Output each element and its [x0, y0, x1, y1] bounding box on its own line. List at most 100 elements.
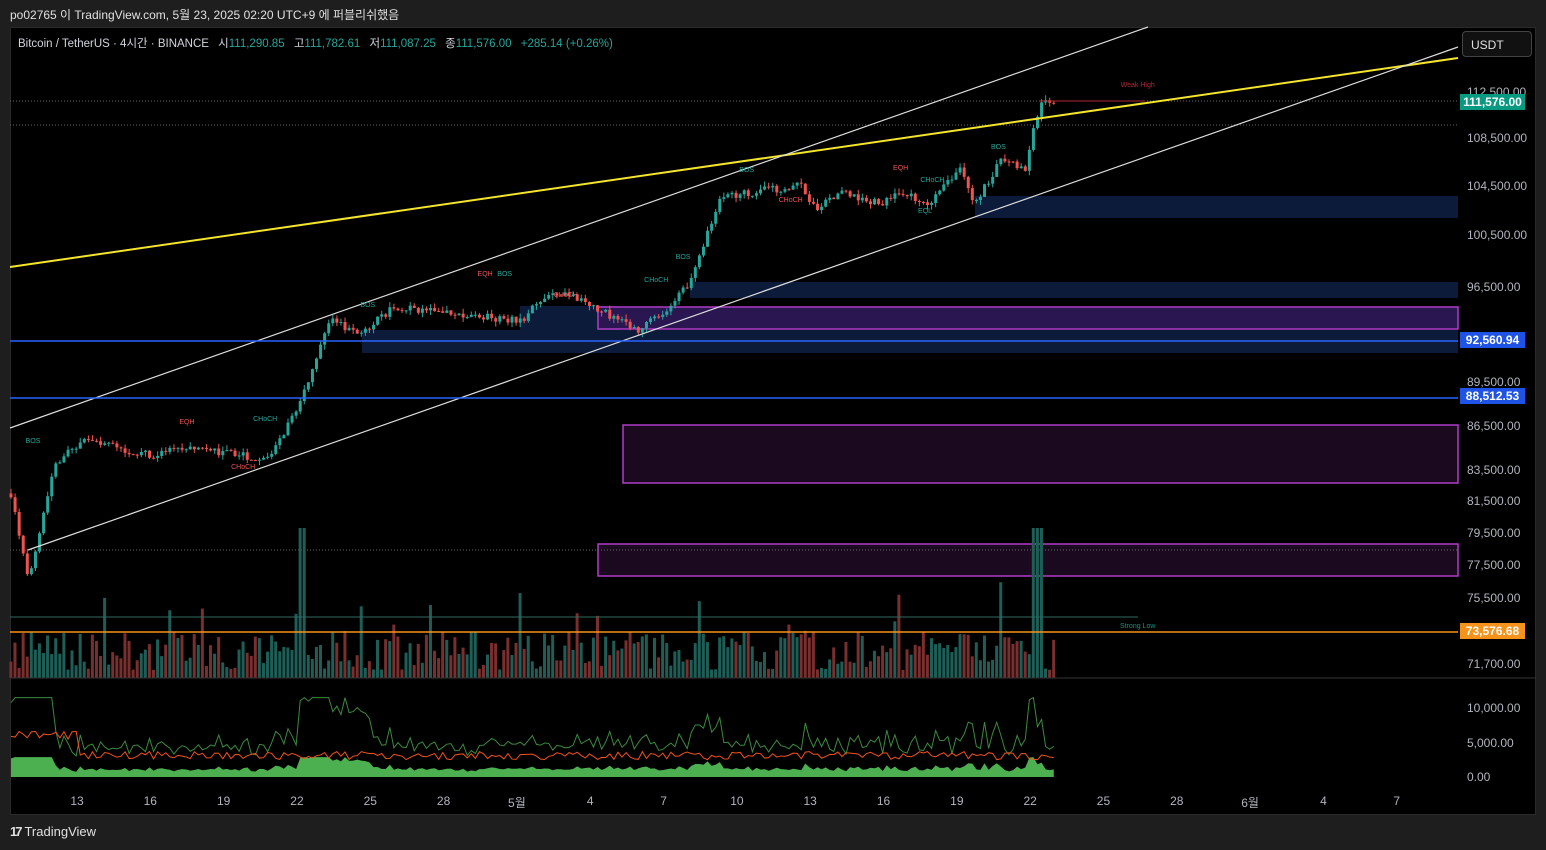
volume-bar — [669, 665, 673, 678]
channel-upper-line — [9, 26, 1149, 429]
volume-bar — [559, 660, 563, 678]
volume-bar — [168, 610, 172, 678]
currency-button[interactable]: USDT — [1462, 31, 1532, 57]
volume-bar — [1044, 668, 1048, 678]
candle-body — [249, 459, 253, 461]
candle-body — [734, 192, 738, 198]
volume-bar — [164, 644, 168, 678]
volume-bar — [388, 641, 392, 678]
candle-body — [722, 197, 726, 199]
volume-bar — [115, 655, 119, 678]
volume-bar — [74, 665, 78, 678]
indicator-line-orange — [10, 730, 1054, 761]
volume-bar — [987, 661, 991, 678]
candle-body — [253, 459, 257, 461]
candle-body — [1015, 161, 1019, 169]
time-axis-label: 4 — [586, 794, 594, 808]
candle-body — [95, 440, 99, 442]
price-tag: 111,576.00 — [1460, 94, 1525, 111]
chart-frame[interactable] — [10, 27, 1536, 815]
volume-bar — [775, 650, 779, 678]
volume-bar — [416, 643, 420, 678]
volume-bar — [469, 632, 473, 678]
candle-body — [779, 191, 783, 193]
candle-body — [836, 193, 840, 200]
volume-bar — [1003, 637, 1007, 678]
volume-bar — [620, 648, 624, 678]
candle-body — [897, 193, 901, 195]
volume-bar — [929, 638, 933, 678]
volume-bar — [958, 634, 962, 678]
candle-body — [119, 447, 123, 449]
volume-bar — [274, 641, 278, 678]
fair-value-gap-box — [597, 306, 1459, 330]
candle-body — [363, 328, 367, 333]
high-value: 111,782.61 — [304, 38, 361, 50]
volume-bar — [318, 645, 322, 678]
volume-bar — [86, 668, 90, 678]
volume-bar — [1039, 528, 1043, 678]
candle-body — [840, 190, 844, 194]
structure-annotation: CHoCH — [920, 177, 945, 184]
candle-body — [612, 315, 616, 319]
candle-body — [262, 457, 266, 460]
volume-bar — [730, 638, 734, 678]
candle-body — [302, 389, 306, 402]
candle-body — [310, 369, 314, 383]
candle-body — [400, 310, 404, 312]
candle-body — [62, 456, 66, 463]
price-axis-label: 81,500.00 — [1467, 494, 1521, 509]
volume-bar — [461, 647, 465, 678]
candle-body — [522, 318, 526, 321]
candle-body — [534, 304, 538, 306]
symbol-name[interactable]: Bitcoin / TetherUS · 4시간 · BINANCE — [18, 38, 209, 50]
volume-bar — [954, 647, 958, 678]
volume-bar — [844, 641, 848, 678]
volume-bar — [237, 649, 241, 678]
candle-body — [58, 462, 62, 464]
candle-body — [490, 313, 494, 319]
volume-bar — [526, 635, 530, 678]
candle-body — [103, 443, 107, 445]
tradingview-footer[interactable]: 17 TradingView — [10, 824, 96, 839]
structure-annotation: EQH — [477, 271, 493, 279]
volume-bar — [46, 635, 50, 678]
volume-bar — [229, 668, 233, 678]
candle-body — [746, 190, 750, 196]
candle-body — [783, 189, 787, 192]
candle-body — [274, 445, 278, 454]
structure-annotation: BOS — [739, 167, 755, 175]
candle-body — [653, 316, 657, 319]
volume-bar — [543, 633, 547, 678]
publish-info: po02765 이 TradingView.com, 5월 23, 2025 0… — [10, 8, 400, 22]
candle-body — [123, 448, 127, 453]
time-axis-label: 5월 — [508, 796, 526, 810]
tradingview-logo-icon: 17 — [10, 824, 23, 839]
candle-body — [767, 186, 771, 188]
volume-bar — [135, 660, 139, 678]
volume-bar — [245, 652, 249, 678]
volume-bar — [25, 656, 29, 678]
volume-bar — [184, 660, 188, 678]
volume-bar — [477, 668, 481, 678]
candle-body — [457, 313, 461, 316]
candle-body — [396, 308, 400, 311]
time-axis-label: 16 — [143, 794, 157, 808]
time-axis-label: 16 — [876, 794, 891, 808]
candle-body — [559, 295, 563, 297]
volume-bar — [213, 653, 217, 678]
volume-bar — [551, 634, 555, 678]
volume-bar — [233, 667, 237, 678]
volume-bar — [697, 601, 701, 678]
candle-body — [25, 553, 29, 575]
volume-bar — [534, 668, 538, 678]
volume-bar — [249, 655, 253, 678]
candle-body — [477, 314, 481, 318]
candle-body — [107, 442, 111, 444]
volume-bar — [661, 634, 665, 678]
volume-bar — [1031, 528, 1035, 678]
candle-body — [461, 313, 465, 318]
volume-bar — [253, 636, 257, 678]
volume-bar — [9, 661, 13, 678]
